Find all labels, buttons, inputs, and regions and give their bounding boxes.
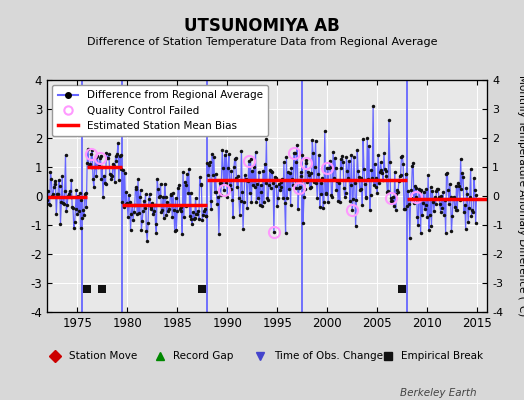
Text: Empirical Break: Empirical Break	[401, 351, 484, 361]
Text: Record Gap: Record Gap	[173, 351, 234, 361]
Text: Time of Obs. Change: Time of Obs. Change	[274, 351, 383, 361]
Text: Difference of Station Temperature Data from Regional Average: Difference of Station Temperature Data f…	[87, 37, 437, 47]
Text: Station Move: Station Move	[69, 351, 137, 361]
Y-axis label: Monthly Temperature Anomaly Difference (°C): Monthly Temperature Anomaly Difference (…	[517, 75, 524, 317]
Text: Berkeley Earth: Berkeley Earth	[400, 388, 477, 398]
Text: UTSUNOMIYA AB: UTSUNOMIYA AB	[184, 17, 340, 35]
Legend: Difference from Regional Average, Quality Control Failed, Estimated Station Mean: Difference from Regional Average, Qualit…	[52, 85, 268, 136]
